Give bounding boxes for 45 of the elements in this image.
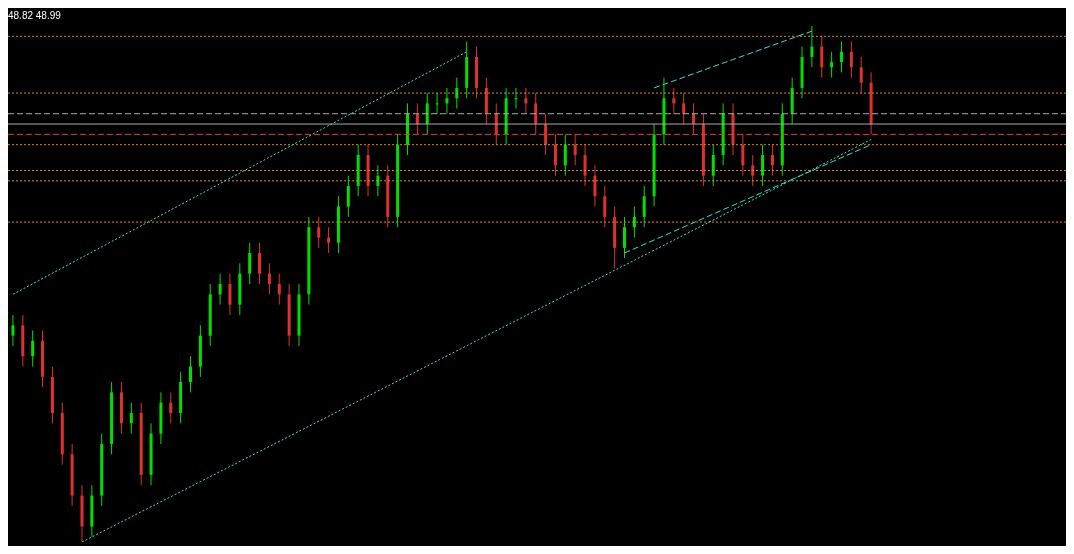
candlestick	[810, 26, 814, 68]
candlestick	[682, 92, 686, 125]
candlestick	[593, 164, 597, 208]
candlestick	[751, 154, 755, 187]
text: 48.82 48.99	[8, 10, 61, 21]
candlestick	[741, 133, 745, 177]
candlestick	[761, 144, 765, 187]
candlestick	[31, 329, 35, 368]
candlestick	[770, 144, 774, 177]
candlestick	[169, 391, 173, 424]
candlestick	[544, 113, 548, 156]
candlestick	[228, 273, 232, 316]
candlestick	[534, 92, 538, 135]
candlestick	[711, 144, 715, 187]
candlestick	[553, 133, 557, 177]
candlestick	[573, 133, 577, 166]
candlestick	[445, 87, 449, 115]
candlestick	[563, 133, 567, 177]
candlestick	[849, 40, 853, 79]
candlestick	[583, 144, 587, 187]
candlestick	[820, 35, 824, 79]
candlestick	[514, 87, 518, 110]
candlestick	[258, 242, 262, 285]
candlestick	[859, 56, 863, 94]
candlestick	[317, 216, 321, 249]
candlestick	[425, 92, 429, 135]
candlestick	[830, 51, 834, 79]
candlestick	[642, 185, 646, 228]
candlestick	[248, 242, 252, 285]
candlestick	[218, 273, 222, 306]
candlestick	[277, 273, 281, 306]
candlestick	[11, 314, 15, 347]
candlestick	[623, 216, 626, 259]
candlestick	[267, 262, 271, 295]
candlestick	[632, 206, 636, 239]
candlestick	[346, 175, 350, 218]
candlestick	[129, 402, 133, 435]
candlestick	[189, 355, 192, 393]
candlestick	[603, 185, 607, 228]
candlestick	[672, 87, 676, 115]
candlestick	[327, 226, 331, 254]
candlestick	[840, 40, 843, 73]
candlestick	[376, 164, 380, 197]
candlestick	[435, 92, 439, 115]
candlestick	[524, 87, 528, 115]
